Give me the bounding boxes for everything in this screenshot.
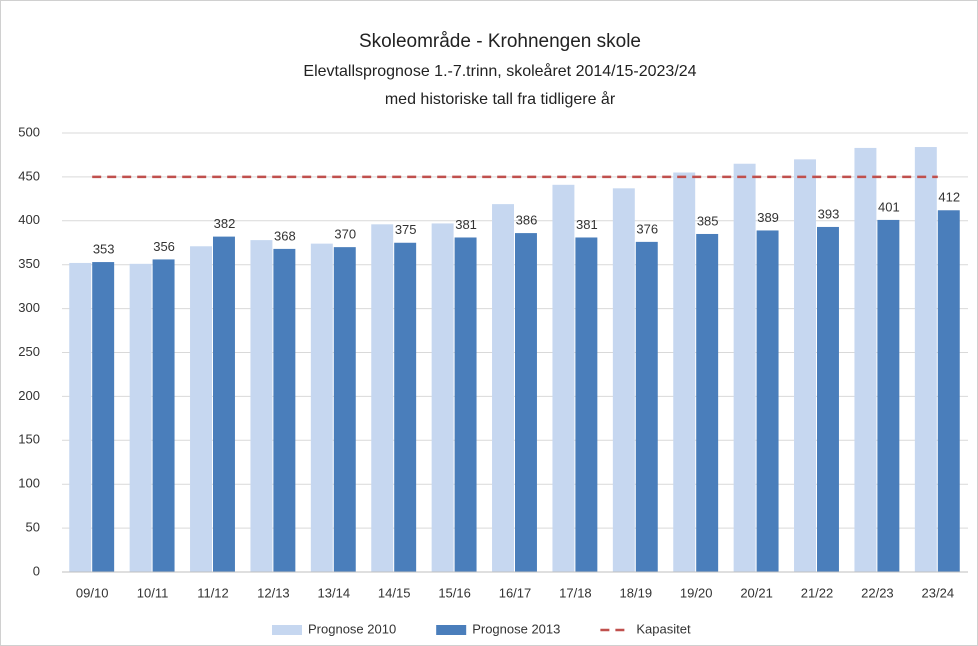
bar: [914, 147, 937, 572]
legend-label: Prognose 2013: [472, 621, 560, 636]
bar: [152, 259, 175, 572]
bar: [129, 263, 152, 572]
data-label: 381: [455, 217, 477, 232]
bar: [515, 233, 537, 573]
y-tick-label: 350: [18, 256, 40, 271]
legend-swatch: [272, 625, 302, 635]
legend-label: Prognose 2010: [308, 621, 396, 636]
bar: [69, 262, 92, 572]
bar: [817, 226, 839, 573]
bar: [552, 184, 575, 572]
bar: [612, 188, 635, 572]
bar: [333, 247, 356, 572]
y-tick-label: 250: [18, 344, 40, 359]
bar: [431, 223, 454, 572]
y-tick-label: 100: [18, 476, 40, 491]
bar: [394, 242, 417, 572]
data-label: 382: [214, 216, 236, 231]
y-tick-label: 150: [18, 432, 40, 447]
x-tick-label: 15/16: [438, 585, 471, 600]
data-label: 376: [636, 221, 658, 236]
x-tick-label: 11/12: [197, 585, 229, 600]
y-tick-label: 0: [33, 563, 40, 578]
legend-label: Kapasitet: [636, 621, 691, 636]
x-tick-label: 22/23: [861, 585, 894, 600]
x-tick-label: 10/11: [137, 585, 169, 600]
y-tick-label: 200: [18, 388, 40, 403]
data-label: 401: [878, 199, 900, 214]
data-label: 381: [576, 217, 598, 232]
bar: [673, 172, 696, 572]
data-label: 370: [334, 227, 356, 242]
bar: [371, 224, 394, 572]
x-tick-label: 13/14: [318, 585, 351, 600]
x-tick-label: 14/15: [378, 585, 411, 600]
data-label: 375: [395, 222, 417, 237]
x-tick-label: 16/17: [499, 585, 532, 600]
bar: [454, 237, 477, 572]
data-label: 386: [516, 213, 538, 228]
x-tick-label: 19/20: [680, 585, 713, 600]
chart-subtitle: med historiske tall fra tidligere år: [385, 90, 616, 108]
data-label: 353: [93, 242, 115, 257]
bar: [575, 237, 598, 572]
bar: [190, 246, 212, 572]
y-tick-label: 50: [26, 520, 40, 535]
bar: [92, 262, 115, 572]
x-tick-label: 09/10: [76, 585, 109, 600]
x-tick-label: 18/19: [620, 585, 653, 600]
y-tick-label: 300: [18, 300, 40, 315]
x-tick-label: 23/24: [922, 585, 955, 600]
chart-title: Skoleområde - Krohnengen skole: [359, 31, 641, 52]
bar: [733, 163, 756, 573]
y-tick-label: 450: [18, 168, 40, 183]
bar: [273, 248, 296, 572]
x-tick-label: 17/18: [559, 585, 592, 600]
data-label: 356: [153, 239, 175, 254]
x-tick-label: 21/22: [801, 585, 834, 600]
bar: [213, 236, 235, 572]
bar: [756, 230, 779, 572]
bar: [854, 147, 877, 572]
bar: [250, 240, 273, 572]
bar: [794, 159, 816, 572]
data-label: 412: [938, 190, 960, 205]
y-tick-label: 400: [18, 212, 40, 227]
bar: [696, 233, 719, 572]
bar: [310, 243, 333, 573]
data-label: 393: [818, 206, 840, 221]
bar: [635, 241, 658, 572]
bar: [492, 204, 514, 573]
chart-subtitle: Elevtallsprognose 1.-7.trinn, skoleåret …: [303, 62, 696, 80]
x-tick-label: 20/21: [740, 585, 773, 600]
data-label: 385: [697, 213, 719, 228]
bar: [937, 210, 960, 572]
legend-swatch: [436, 625, 467, 635]
y-tick-label: 500: [18, 124, 40, 139]
x-tick-label: 12/13: [257, 585, 290, 600]
bar: [877, 219, 900, 572]
data-label: 368: [274, 228, 296, 243]
data-label: 389: [757, 210, 779, 225]
